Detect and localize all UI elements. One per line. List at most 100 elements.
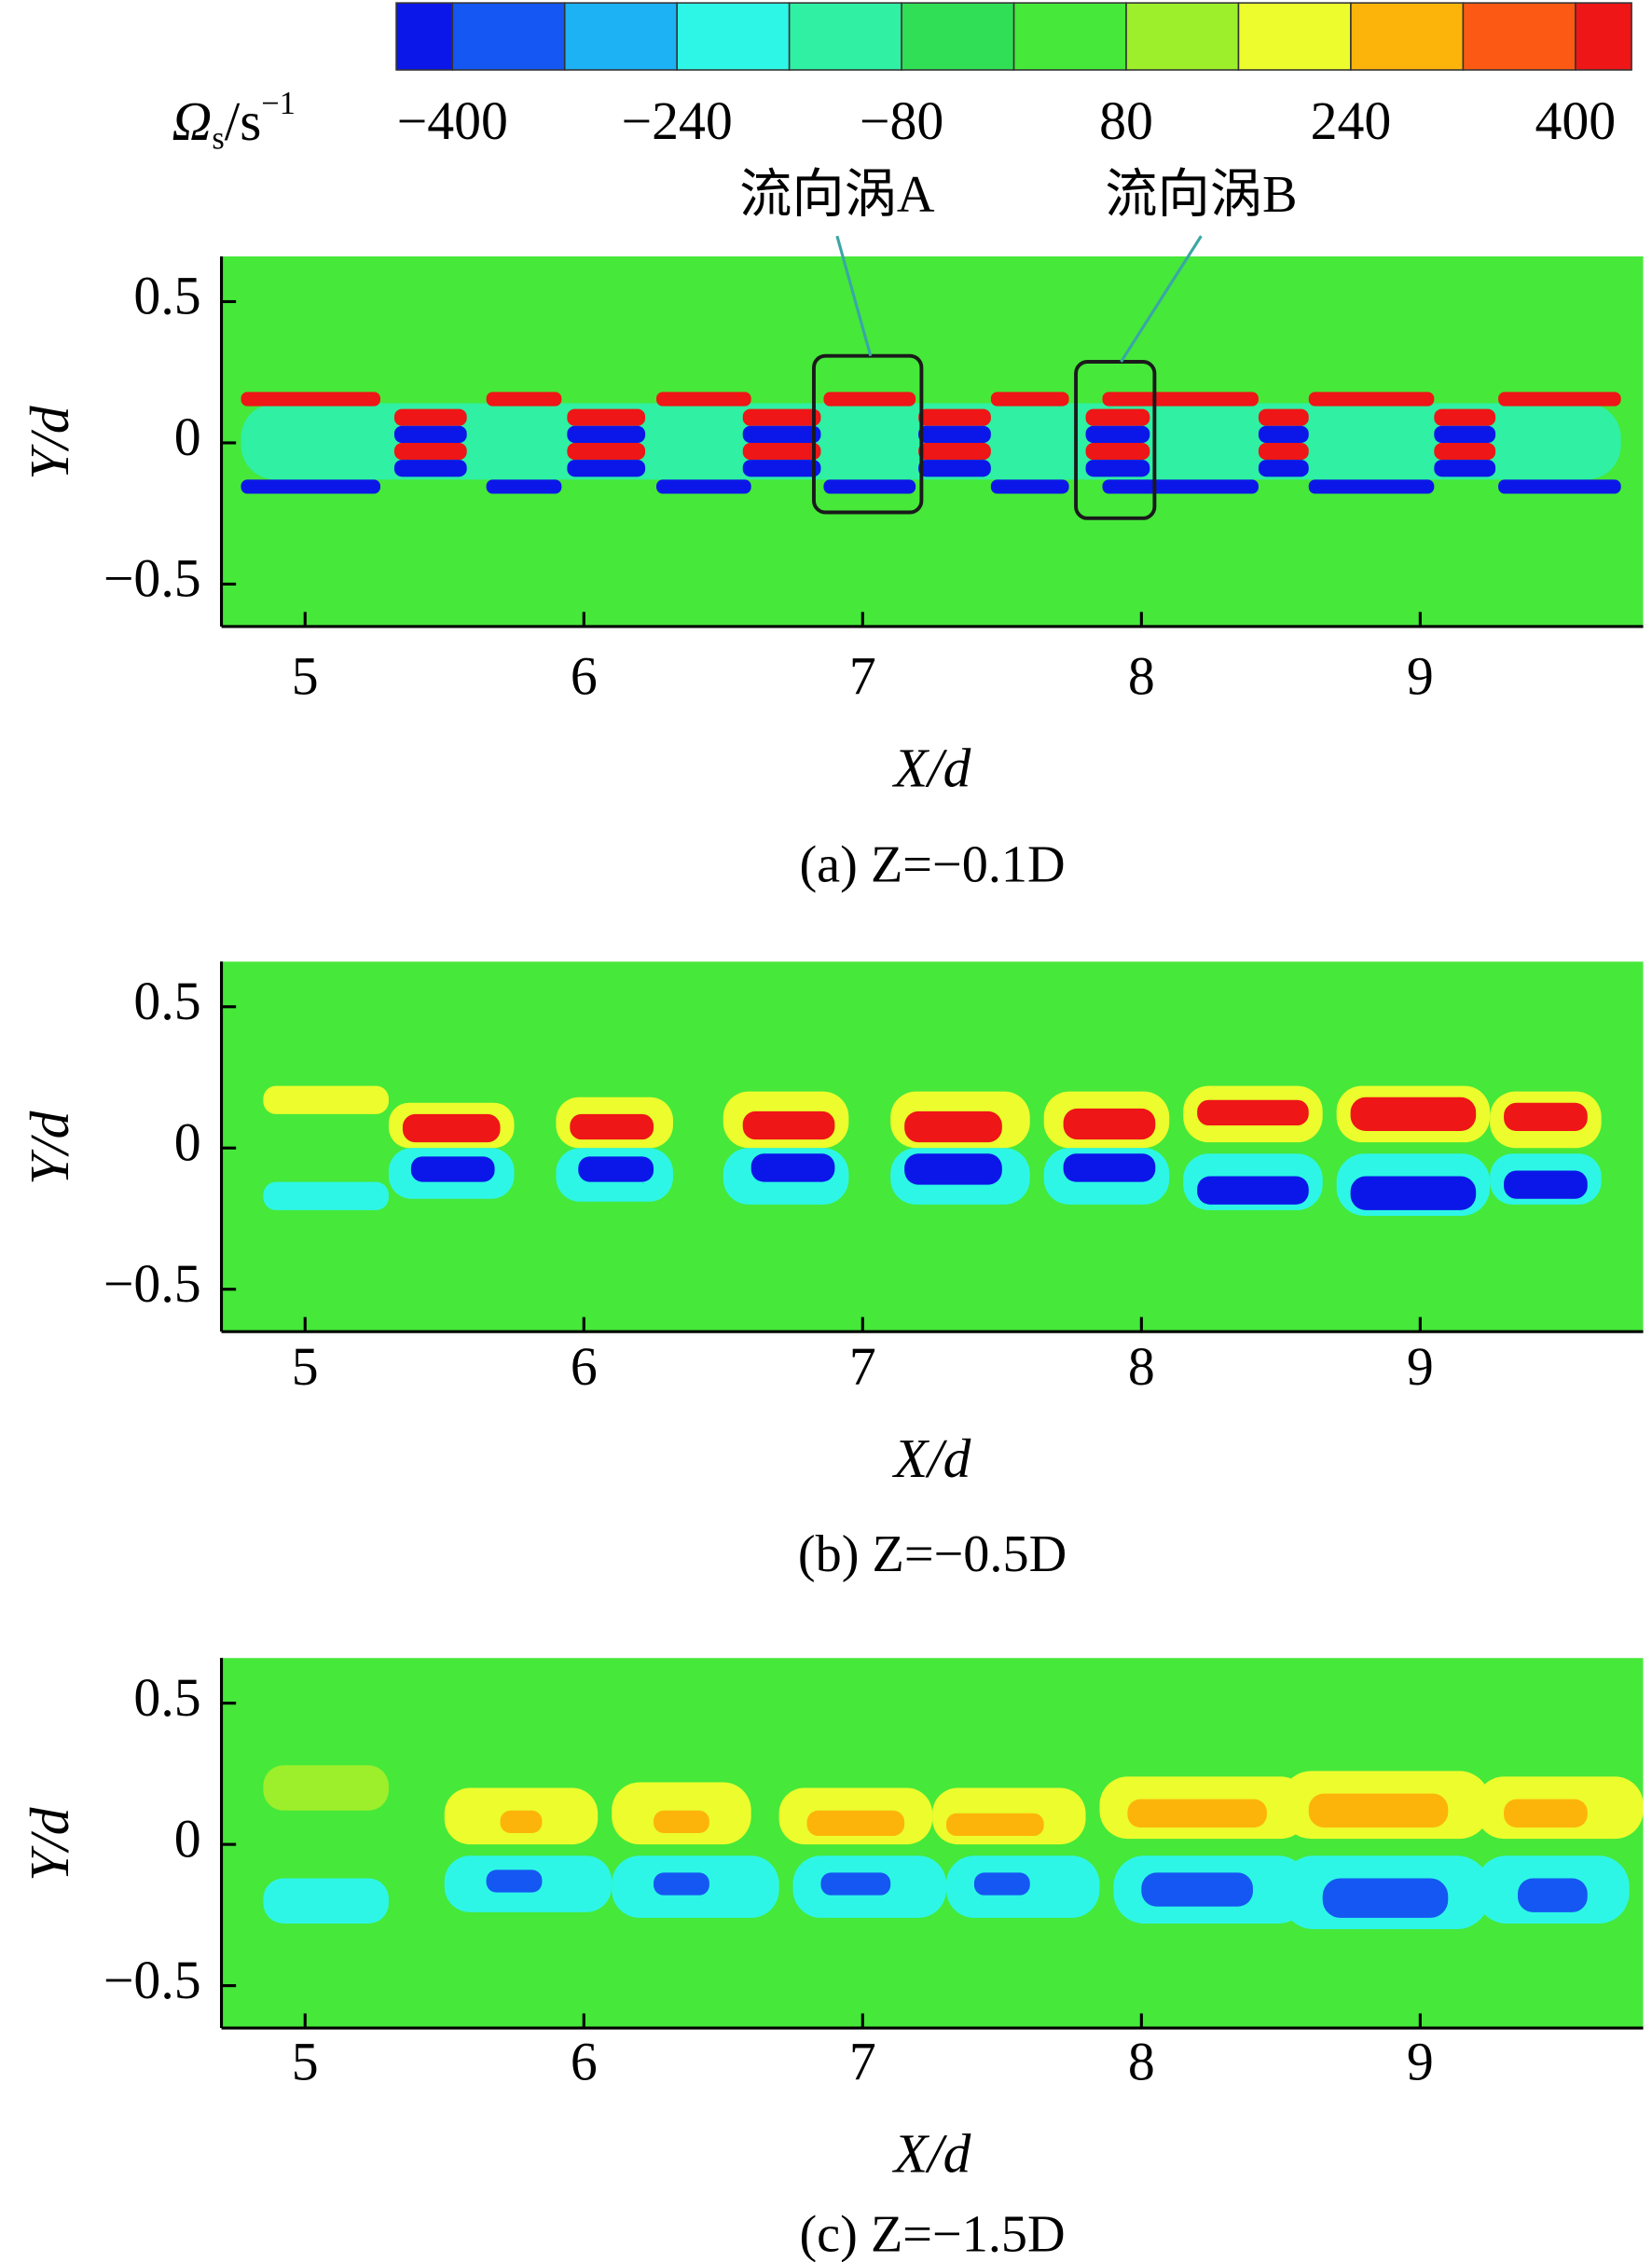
vortex-region xyxy=(904,1110,1002,1143)
x-tick-label: 5 xyxy=(292,646,319,707)
x-tick-label: 6 xyxy=(571,2032,598,2092)
vortex-region xyxy=(742,408,821,426)
colorbar-symbol: Ω xyxy=(172,90,212,152)
vortex-region xyxy=(1322,1878,1449,1918)
y-tick-label: 0.5 xyxy=(133,266,200,326)
vortex-region xyxy=(1085,460,1150,477)
vortex-region xyxy=(1504,1102,1588,1132)
vortex-region xyxy=(823,479,916,494)
y-tick-label: −0.5 xyxy=(103,1253,201,1314)
vortex-region xyxy=(1434,425,1496,443)
annotation-leader xyxy=(1120,235,1203,363)
colorbar-segment xyxy=(1462,2,1576,71)
vortex-region xyxy=(1063,1108,1156,1140)
vortex-region xyxy=(656,392,751,407)
vortex-region xyxy=(1434,408,1496,426)
vortex-region xyxy=(1518,1878,1588,1912)
colorbar-segment xyxy=(901,2,1015,71)
vortex-region xyxy=(946,1813,1044,1837)
vortex-region xyxy=(570,1113,654,1140)
vortex-region xyxy=(1350,1176,1477,1210)
colorbar-label: Ωs/s−1 xyxy=(172,86,295,157)
vortex-region xyxy=(393,408,467,426)
x-axis-title: X/d xyxy=(892,2122,971,2184)
vortex-region xyxy=(393,442,467,461)
vortex-region xyxy=(654,1872,709,1896)
colorbar-tick-label: 240 xyxy=(1311,90,1392,151)
vortex-region xyxy=(500,1810,543,1834)
panel-caption: (a) Z=−0.1D xyxy=(799,836,1065,894)
x-tick-label: 8 xyxy=(1128,646,1155,707)
vortex-region xyxy=(1504,1170,1588,1199)
vortex-region xyxy=(263,1085,389,1114)
vortex-region xyxy=(742,1110,835,1140)
vortex-region xyxy=(1197,1099,1309,1125)
plot-area xyxy=(221,1658,1644,2029)
colorbar-unit: /s xyxy=(225,90,262,152)
colorbar-tick-label: −240 xyxy=(622,90,733,151)
colorbar-tick-label: −80 xyxy=(860,90,943,151)
x-tick-label: 7 xyxy=(849,2032,876,2092)
x-axis-title: X/d xyxy=(892,737,971,798)
vortex-region xyxy=(393,460,467,477)
x-tick-label: 5 xyxy=(292,1336,319,1397)
vortex-region xyxy=(904,1153,1002,1185)
y-tick-label: 0 xyxy=(174,407,201,467)
vortex-region xyxy=(486,1869,543,1893)
vortex-region xyxy=(567,442,646,461)
vortex-region xyxy=(1350,1097,1477,1132)
vortex-region xyxy=(1102,392,1259,407)
x-tick-label: 6 xyxy=(571,646,598,707)
x-tick-label: 8 xyxy=(1128,2032,1155,2092)
x-tick-label: 9 xyxy=(1407,2032,1434,2092)
colorbar-tick-label: 80 xyxy=(1099,90,1153,151)
vortex-region xyxy=(410,1156,495,1182)
x-tick-label: 7 xyxy=(849,1336,876,1397)
vortex-region xyxy=(918,442,991,461)
vortex-region xyxy=(990,479,1069,494)
vortex-region xyxy=(1504,1799,1588,1828)
vortex-region xyxy=(1308,392,1435,407)
colorbar-segment xyxy=(676,2,791,71)
y-tick-label: 0.5 xyxy=(133,1667,200,1728)
plot-area xyxy=(221,961,1644,1332)
vortex-region xyxy=(823,392,916,407)
y-tick-label: 0.5 xyxy=(133,971,200,1031)
vortex-region xyxy=(1308,1793,1449,1828)
vortex-region xyxy=(1258,425,1309,443)
y-tick-label: 0 xyxy=(174,1808,201,1869)
y-axis-title: Y/d xyxy=(19,1807,80,1882)
vortex-region xyxy=(402,1113,501,1143)
colorbar-segment xyxy=(1125,2,1240,71)
vortex-region xyxy=(1085,425,1150,443)
x-tick-label: 9 xyxy=(1407,646,1434,707)
vortex-region xyxy=(1434,442,1496,461)
vortex-region xyxy=(1085,442,1150,461)
colorbar-segment xyxy=(451,2,566,71)
vortex-region xyxy=(486,479,562,494)
annotation-text: 流向涡B xyxy=(1105,166,1297,224)
vortex-region xyxy=(1498,392,1621,407)
vortex-region xyxy=(1434,460,1496,477)
vortex-region xyxy=(263,1181,389,1210)
vortex-region xyxy=(1258,442,1309,461)
colorbar-segment xyxy=(563,2,678,71)
colorbar-segment xyxy=(1575,2,1632,71)
vortex-region xyxy=(1063,1153,1156,1182)
colorbar-exponent: −1 xyxy=(261,86,296,121)
vortex-region xyxy=(806,1810,905,1837)
colorbar-segment xyxy=(1012,2,1127,71)
vortex-region xyxy=(918,425,991,443)
vortex-region xyxy=(241,392,380,407)
vortex-region xyxy=(567,460,646,477)
vortex-region xyxy=(1258,460,1309,477)
vortex-region xyxy=(1498,479,1621,494)
vortex-region xyxy=(656,479,751,494)
vortex-region xyxy=(1127,1799,1267,1828)
x-tick-label: 6 xyxy=(571,1336,598,1397)
vortex-region xyxy=(918,408,991,426)
vortex-region xyxy=(820,1872,891,1896)
vortex-region xyxy=(742,460,821,477)
annotation-leader xyxy=(835,235,873,357)
